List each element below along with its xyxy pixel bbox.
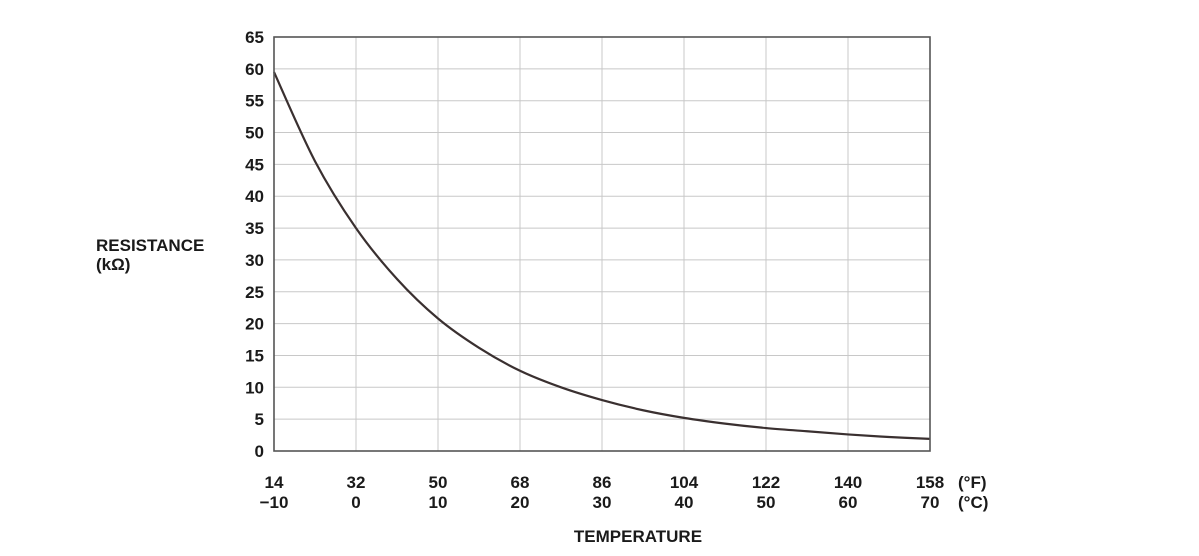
x-tick-label-fahrenheit: 122: [752, 473, 780, 492]
x-tick-label-celsius: −10: [260, 493, 289, 512]
x-tick-label-celsius: 60: [839, 493, 858, 512]
x-tick-label-celsius: 20: [511, 493, 530, 512]
x-tick-label-celsius: 50: [757, 493, 776, 512]
y-tick-label: 20: [245, 315, 264, 334]
grid: [273, 36, 931, 452]
x-tick-label-fahrenheit: 50: [429, 473, 448, 492]
y-tick-label: 10: [245, 378, 264, 397]
y-tick-label: 30: [245, 251, 264, 270]
y-tick-label: 40: [245, 187, 264, 206]
x-axis-unit-celsius: (°C): [958, 493, 988, 512]
y-tick-label: 60: [245, 60, 264, 79]
y-tick-label: 55: [245, 92, 264, 111]
plot-frame: [273, 36, 931, 452]
x-tick-label-fahrenheit: 32: [347, 473, 366, 492]
x-tick-label-fahrenheit: 86: [593, 473, 612, 492]
x-tick-label-fahrenheit: 140: [834, 473, 862, 492]
x-axis-unit-fahrenheit: (°F): [958, 473, 987, 492]
x-tick-label-celsius: 10: [429, 493, 448, 512]
y-tick-label: 0: [255, 442, 264, 461]
y-tick-labels: 0 5 10 15 20 25 30 35 40 45 50 55 60 65: [245, 28, 264, 461]
x-tick-label-celsius: 40: [675, 493, 694, 512]
y-tick-label: 50: [245, 124, 264, 143]
x-tick-label-celsius: 30: [593, 493, 612, 512]
y-tick-label: 25: [245, 283, 264, 302]
resistance-curve: [273, 71, 931, 440]
x-tick-label-celsius: 0: [351, 493, 360, 512]
y-tick-label: 65: [245, 28, 264, 47]
y-axis-label: RESISTANCE: [96, 236, 204, 255]
y-tick-label: 35: [245, 219, 264, 238]
x-axis-label: TEMPERATURE: [574, 527, 702, 546]
y-axis-unit-label: (kΩ): [96, 255, 130, 274]
x-tick-label-fahrenheit: 14: [265, 473, 284, 492]
x-tick-label-fahrenheit: 68: [511, 473, 530, 492]
y-tick-label: 45: [245, 155, 264, 174]
x-tick-label-fahrenheit: 104: [670, 473, 699, 492]
y-tick-label: 5: [255, 410, 264, 429]
x-tick-label-fahrenheit: 158: [916, 473, 944, 492]
y-tick-label: 15: [245, 346, 264, 365]
x-tick-label-celsius: 70: [921, 493, 940, 512]
